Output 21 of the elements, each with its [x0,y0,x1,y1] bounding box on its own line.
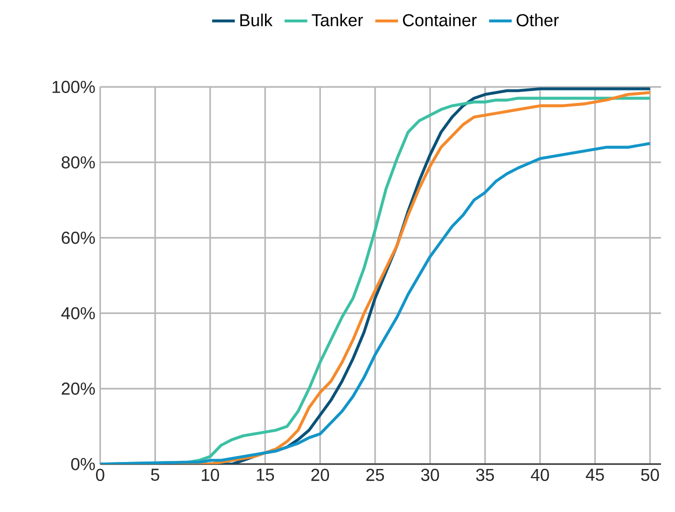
x-tick-label: 20 [311,468,330,481]
y-tick-label: 60% [62,232,95,244]
x-tick-label: 0 [96,468,104,481]
y-tick-label: 20% [62,382,95,395]
x-tick-label: 50 [641,468,659,481]
x-tick-label: 10 [202,468,220,481]
y-tick-label: 40% [61,307,95,320]
x-tick-label: 35 [476,468,494,481]
legend-label: Container [402,14,477,26]
x-tick-label: 40 [530,468,549,481]
x-tick-label: 15 [256,468,274,481]
y-tick-label: 100% [52,80,95,93]
y-tick-label: 80% [62,156,95,168]
x-tick-label: 45 [586,468,604,481]
x-tick-label: 25 [366,468,384,481]
legend-label: Other [516,14,559,26]
x-tick-label: 5 [151,468,160,481]
x-tick-label: 30 [421,468,440,481]
legend-label: Bulk [240,14,273,26]
legend-label: Tanker [312,14,363,26]
y-tick-label: 0% [71,458,95,470]
